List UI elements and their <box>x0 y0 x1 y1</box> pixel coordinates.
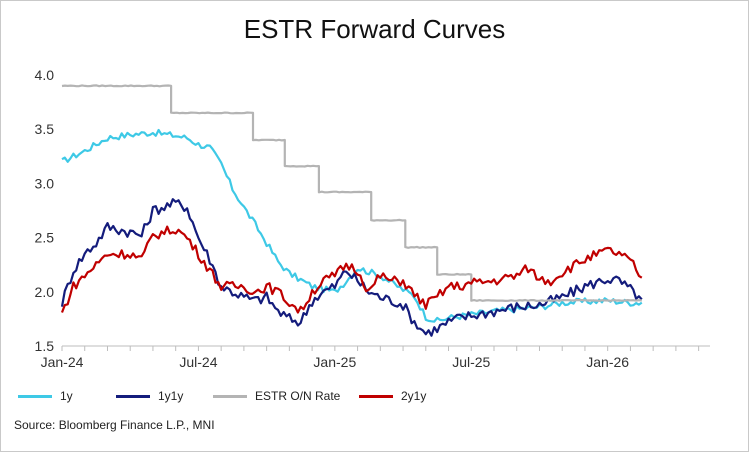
y-tick-label: 1.5 <box>35 338 55 354</box>
series-line-1y1y <box>60 198 643 337</box>
y-tick-label: 3.5 <box>35 121 55 137</box>
x-tick-label: Jul-25 <box>452 354 490 370</box>
y-tick-label: 2.5 <box>35 230 55 246</box>
series-line-1y <box>61 128 643 323</box>
legend-swatch-2y1y <box>359 394 393 398</box>
legend-item-2y1y: 2y1y <box>359 386 426 406</box>
x-tick-label: Jan-24 <box>41 354 84 370</box>
x-tick-label: Jul-24 <box>179 354 217 370</box>
y-tick-label: 3.0 <box>35 175 55 191</box>
legend-label-1y1y: 1y1y <box>158 389 184 403</box>
legend-swatch-estr <box>213 394 247 398</box>
series-line-2y1y <box>60 225 643 314</box>
legend-swatch-1y1y <box>116 394 150 398</box>
legend-item-estr: ESTR O/N Rate <box>213 386 340 406</box>
legend-item-1y: 1y <box>18 386 73 406</box>
series-line-estr-o-n-rate <box>61 84 642 302</box>
source-note: Source: Bloomberg Finance L.P., MNI <box>14 418 215 432</box>
legend-swatch-1y <box>18 394 52 398</box>
legend-label-estr: ESTR O/N Rate <box>255 389 341 403</box>
chart-legend: 1y 1y1y ESTR O/N Rate 2y1y <box>0 386 749 406</box>
x-tick-label: Jan-25 <box>313 354 356 370</box>
legend-label-1y: 1y <box>60 389 73 403</box>
legend-label-2y1y: 2y1y <box>401 389 427 403</box>
y-tick-label: 4.0 <box>35 67 55 83</box>
legend-item-1y1y: 1y1y <box>116 386 183 406</box>
x-tick-label: Jan-26 <box>586 354 629 370</box>
chart-title: ESTR Forward Curves <box>243 14 506 44</box>
y-tick-label: 2.0 <box>35 284 55 300</box>
